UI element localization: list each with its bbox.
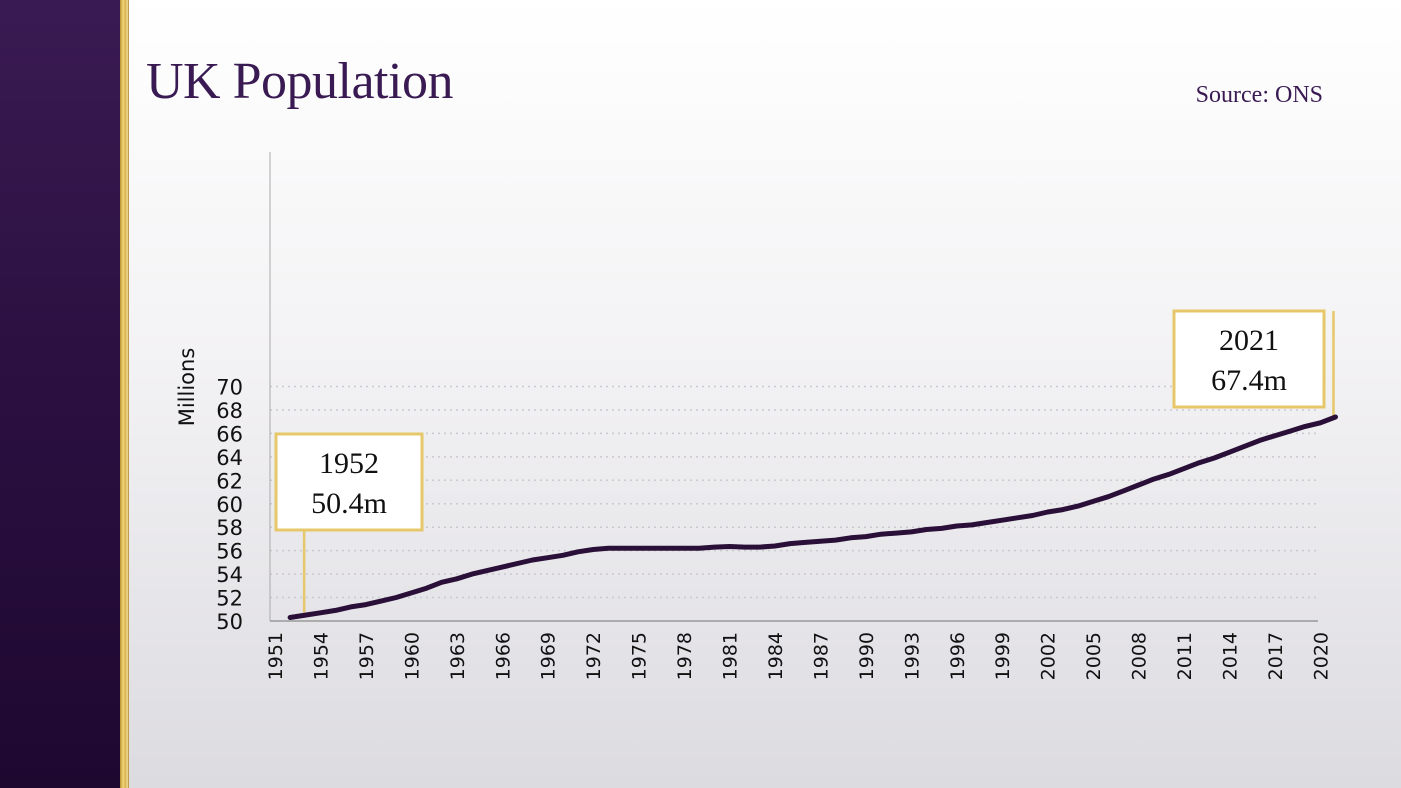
x-tick-label: 1993 xyxy=(901,632,923,680)
y-tick-label: 70 xyxy=(216,376,243,400)
y-tick-label: 64 xyxy=(216,446,243,470)
x-tick-label: 2017 xyxy=(1265,632,1287,680)
x-tick-label: 1999 xyxy=(992,632,1014,680)
annotation-callouts: 1952 50.4m 2021 67.4m xyxy=(274,309,1326,532)
sidebar-band xyxy=(0,0,120,788)
slide-title: UK Population xyxy=(146,53,453,110)
callout-value: 50.4m xyxy=(311,487,387,520)
x-tick-label: 1978 xyxy=(674,632,696,680)
annotation-callout: 2021 67.4m xyxy=(1172,309,1326,409)
y-tick-label: 50 xyxy=(216,610,243,634)
callout-value: 67.4m xyxy=(1211,364,1287,397)
x-tick-label: 2011 xyxy=(1174,632,1196,680)
callout-year: 2021 xyxy=(1219,324,1279,357)
y-tick-label: 54 xyxy=(216,563,243,587)
x-tick-labels: 1951 1954 1957 1960 1963 1966 1969 1972 1975 1978… xyxy=(265,632,1332,680)
x-tick-label: 1960 xyxy=(401,632,423,680)
annotation-leaders xyxy=(302,311,1335,613)
y-tick-label: 68 xyxy=(216,399,243,423)
x-tick-label: 1996 xyxy=(947,632,969,680)
callout-year: 1952 xyxy=(319,447,379,480)
x-tick-label: 1975 xyxy=(629,632,651,680)
series-line-population xyxy=(287,414,1338,620)
x-tick-label: 1972 xyxy=(583,632,605,680)
callout-box xyxy=(1172,309,1326,409)
x-tick-label: 2020 xyxy=(1310,632,1332,680)
annotation-callout: 1952 50.4m xyxy=(274,432,424,532)
x-tick-label: 1987 xyxy=(810,632,832,680)
y-axis-label: Millions xyxy=(175,348,199,427)
x-tick-label: 1963 xyxy=(447,632,469,680)
x-tick-label: 1957 xyxy=(356,632,378,680)
x-tick-label: 1969 xyxy=(538,632,560,680)
callout-box xyxy=(274,432,424,532)
x-tick-label: 2008 xyxy=(1129,632,1151,680)
x-tick-label: 2002 xyxy=(1038,632,1060,680)
y-tick-label: 60 xyxy=(216,493,243,517)
x-tick-label: 2014 xyxy=(1219,632,1241,680)
y-tick-label: 58 xyxy=(216,516,243,540)
x-tick-label: 1951 xyxy=(265,632,287,680)
y-tick-label: 56 xyxy=(216,540,243,564)
x-tick-label: 1990 xyxy=(856,632,878,680)
x-tick-label: 1966 xyxy=(492,632,514,680)
y-tick-label: 62 xyxy=(216,469,243,493)
gold-border xyxy=(120,0,129,788)
y-tick-label: 66 xyxy=(216,422,243,446)
y-tick-label: 52 xyxy=(216,587,243,611)
gridlines xyxy=(270,385,1318,599)
x-tick-label: 2005 xyxy=(1083,632,1105,680)
source-note: Source: ONS xyxy=(1195,82,1323,108)
x-tick-label: 1954 xyxy=(310,632,332,680)
x-tick-label: 1984 xyxy=(765,632,787,680)
x-tick-label: 1981 xyxy=(720,632,742,680)
